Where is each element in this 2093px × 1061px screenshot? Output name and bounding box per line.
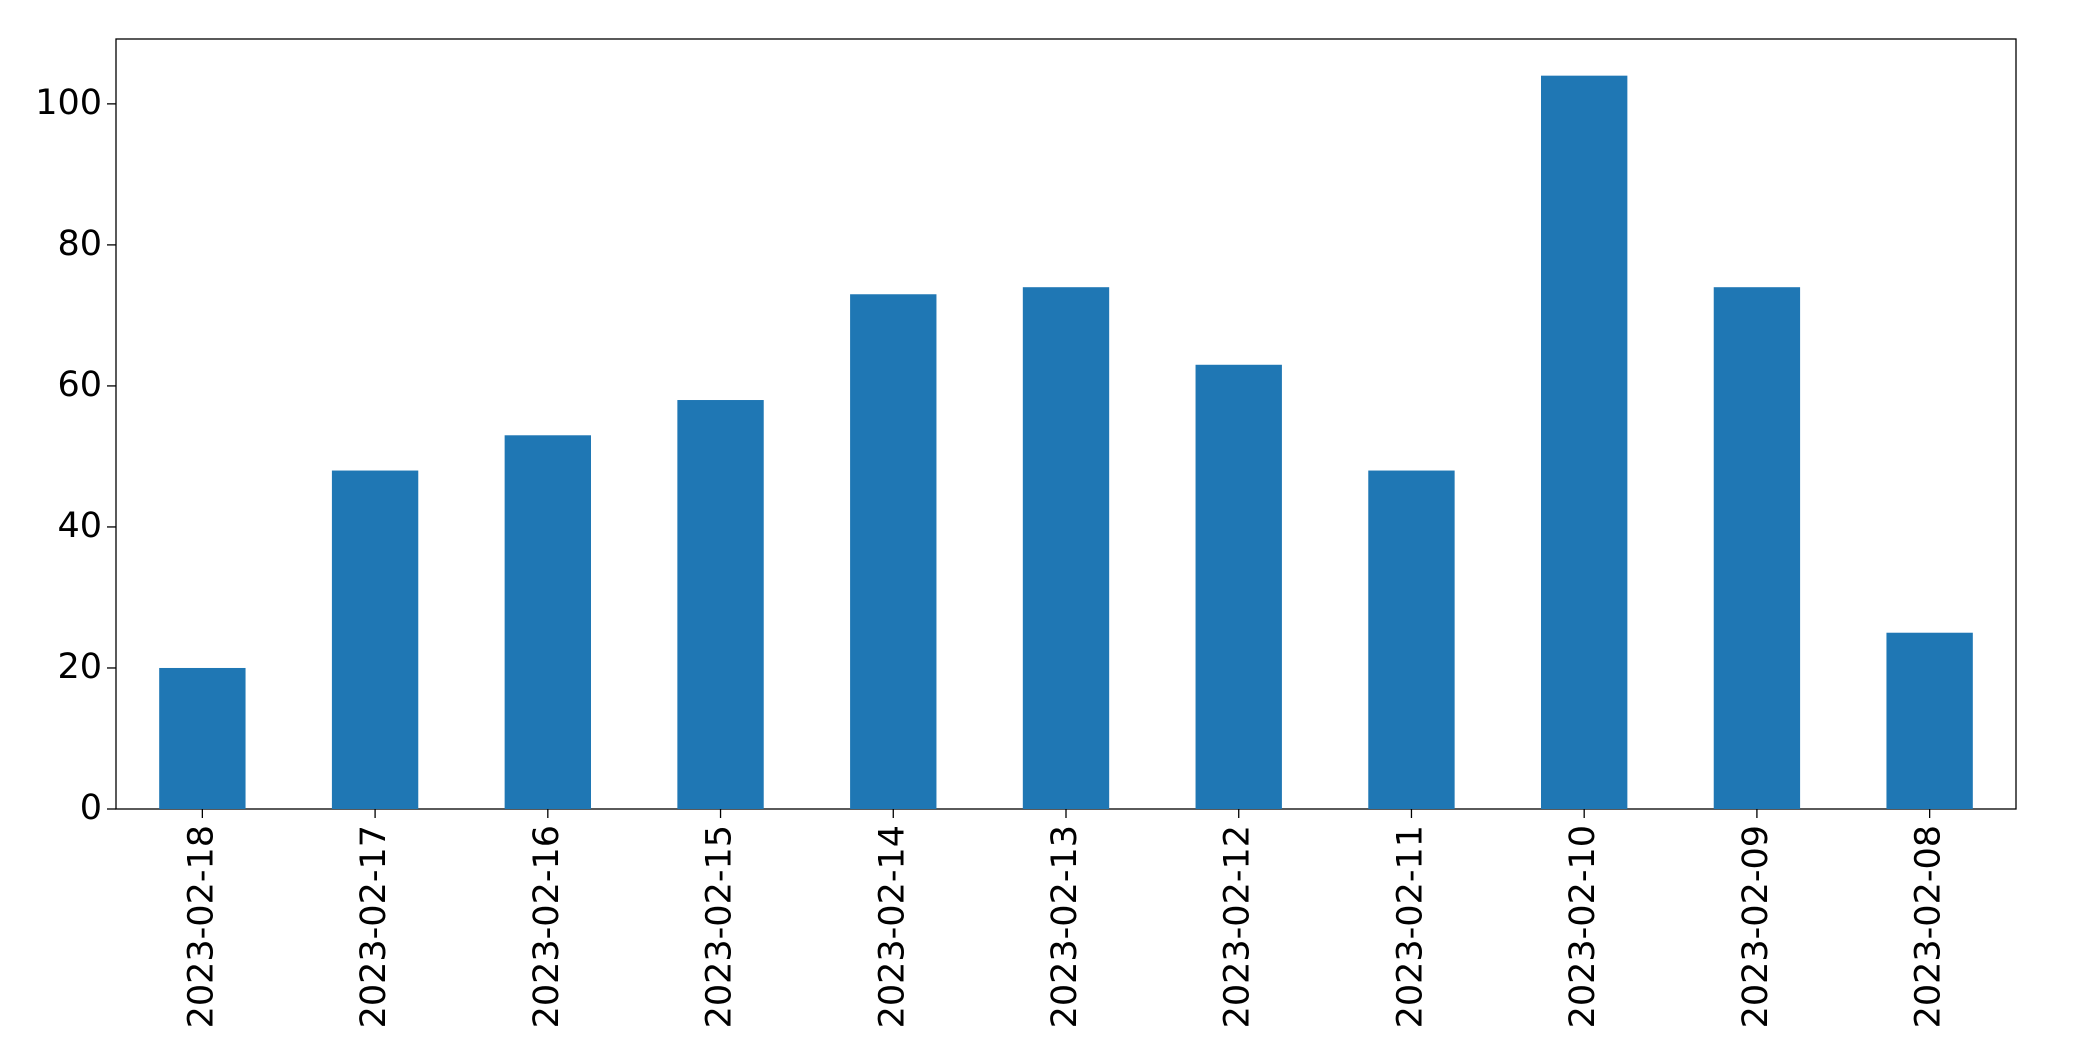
bar: [331, 470, 419, 809]
x-tick-label: 2023-02-09: [1736, 825, 1776, 1028]
bar: [850, 294, 937, 809]
bar: [1713, 287, 1801, 809]
bar: [1195, 364, 1282, 809]
x-tick-label: 2023-02-13: [1045, 825, 1085, 1028]
bar: [159, 667, 246, 809]
x-tick-label: 2023-02-10: [1563, 825, 1603, 1028]
y-tick-label: 80: [57, 224, 102, 264]
x-tick-label: 2023-02-17: [354, 825, 394, 1028]
bar: [504, 435, 591, 809]
x-tick-label: 2023-02-12: [1218, 825, 1258, 1028]
bar: [1368, 470, 1455, 809]
x-tick-label: 2023-02-18: [181, 825, 221, 1028]
y-tick-label: 20: [57, 647, 102, 687]
x-tick-label: 2023-02-14: [872, 825, 912, 1028]
bar: [1886, 632, 1973, 809]
y-tick-label: 0: [80, 788, 102, 828]
bar: [1541, 75, 1628, 809]
x-tick-label: 2023-02-16: [527, 825, 567, 1028]
y-tick-label: 100: [35, 83, 102, 123]
x-tick-label: 2023-02-08: [1909, 825, 1949, 1028]
y-tick-label: 60: [57, 365, 102, 405]
x-tick-label: 2023-02-11: [1390, 825, 1430, 1028]
bar: [1022, 287, 1110, 809]
y-tick-label: 40: [57, 506, 102, 546]
bar: [677, 400, 764, 809]
x-tick-label: 2023-02-15: [700, 825, 740, 1028]
